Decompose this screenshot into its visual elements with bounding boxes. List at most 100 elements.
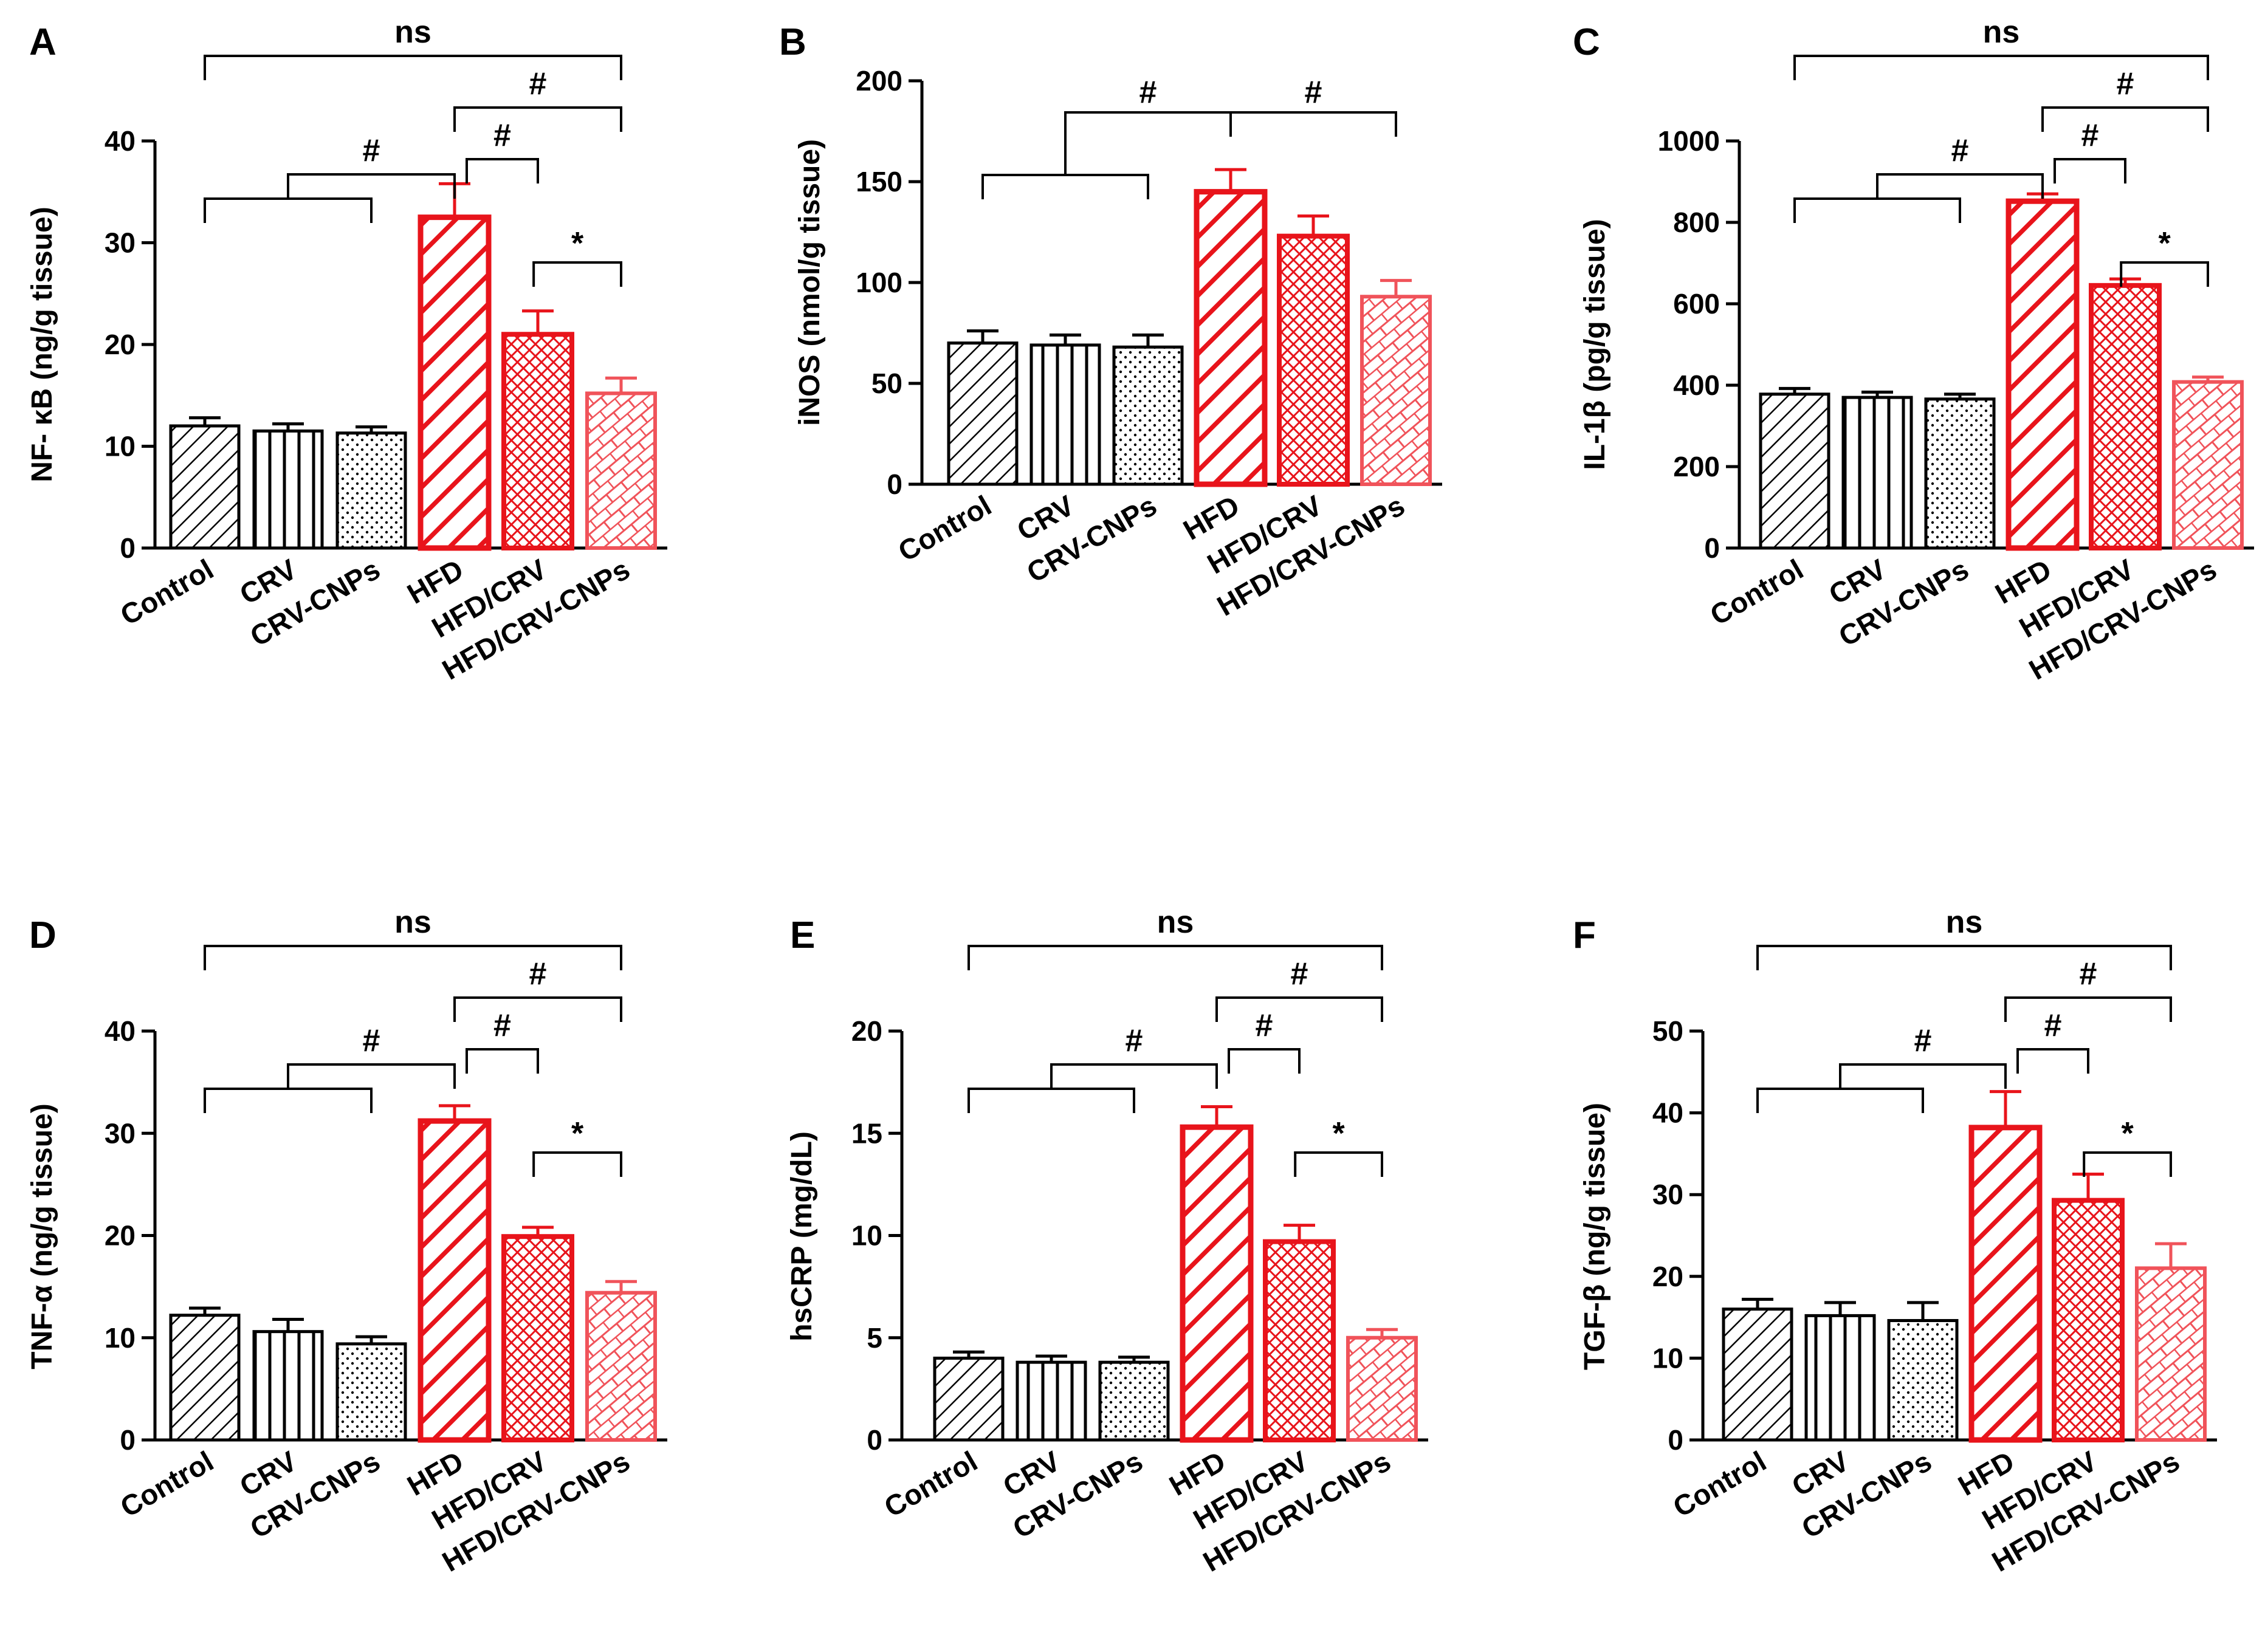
significance-b: # # [981, 75, 1397, 199]
y-tick-label: 30 [105, 227, 136, 259]
panel-c: C IL-1β (pg/g tissue) 02004006008001000 … [1573, 15, 2254, 686]
bar [1968, 1125, 2043, 1443]
significance-label: # [2080, 956, 2097, 992]
significance-bracket [287, 1063, 456, 1089]
y-tick-label: 0 [867, 1424, 882, 1456]
bar [2172, 380, 2244, 550]
significance-label: # [363, 1023, 380, 1058]
bar [1804, 1314, 1876, 1442]
bar [1180, 1124, 1254, 1443]
significance-label: ns [394, 905, 431, 940]
significance-bracket [466, 1048, 539, 1074]
significance-a: ns # # # * [204, 15, 622, 287]
panel-letter-b: B [779, 21, 806, 63]
y-ticks-c: 0 200 400 600 800 1000 [1658, 125, 2254, 564]
x-tick-label: Control [1668, 1445, 1772, 1523]
bar [2089, 283, 2162, 550]
bar [1887, 1318, 1959, 1442]
x-tick-label: Control [893, 489, 997, 567]
bar [1841, 396, 1913, 550]
significance-bracket [2016, 1048, 2089, 1074]
y-tick-label: 10 [1652, 1342, 1683, 1374]
significance-label: # [529, 956, 547, 992]
significance-bracket [2004, 996, 2172, 1022]
significance-bracket [1793, 55, 2209, 80]
bar [933, 1356, 1005, 1442]
significance-label: * [1332, 1116, 1345, 1151]
y-axis-label-c: IL-1β (pg/g tissue) [1579, 219, 1611, 470]
y-tick-label: 20 [105, 329, 136, 360]
y-tick-label: 50 [871, 368, 902, 399]
y-ticks-f: 0 10 20 30 40 50 [1652, 1015, 2217, 1456]
bar [1016, 1360, 1087, 1442]
significance-label: # [529, 66, 547, 101]
significance-bracket [1050, 1063, 1218, 1089]
significance-label: # [1256, 1008, 1273, 1043]
significance-label: # [493, 1008, 511, 1043]
bar [947, 341, 1019, 486]
bar [1277, 233, 1350, 487]
significance-label: ns [1983, 15, 2020, 50]
significance-d: ns # # # * [204, 905, 622, 1177]
significance-bracket [1229, 111, 1397, 137]
bar [252, 1330, 324, 1442]
x-tick-label: Control [115, 553, 219, 631]
significance-bracket [532, 261, 622, 287]
significance-bracket [968, 945, 1383, 970]
bars-a [169, 182, 657, 551]
significance-bracket [466, 158, 539, 183]
y-tick-label: 800 [1673, 207, 1720, 238]
y-axis-label-a: NF- κB (ng/g tissue) [26, 207, 58, 482]
significance-bracket [287, 173, 456, 199]
x-tick-label: Control [1705, 553, 1809, 631]
panel-e: E hsCRP (mg/dL) 0 5 10 15 20 ns # # # * Control C… [786, 905, 1428, 1578]
bar [1360, 295, 1432, 486]
bar [2052, 1198, 2125, 1442]
bars-e [933, 1105, 1418, 1443]
significance-bracket [1756, 1088, 1924, 1113]
y-tick-label: 40 [1652, 1097, 1683, 1129]
bar [169, 424, 241, 550]
panel-letter-f: F [1573, 914, 1596, 956]
significance-label: # [1139, 75, 1157, 110]
y-tick-label: 0 [1704, 532, 1720, 564]
bars-c [1759, 192, 2244, 551]
significance-bracket [2054, 158, 2126, 183]
significance-bracket [532, 1151, 622, 1177]
y-tick-label: 10 [851, 1220, 882, 1252]
significance-label: # [1305, 75, 1322, 110]
significance-bracket [1876, 173, 2044, 199]
significance-bracket [1839, 1063, 2007, 1089]
y-tick-label: 20 [1652, 1261, 1683, 1292]
y-axis-label-f: TGF-β (ng/g tissue) [1579, 1103, 1611, 1370]
bar [585, 391, 657, 550]
significance-label: ns [394, 15, 431, 50]
significance-label: # [1914, 1023, 1932, 1058]
y-axis-label-d: TNF-α (ng/g tissue) [26, 1103, 58, 1369]
significance-label: ns [1157, 905, 1194, 940]
y-tick-label: 150 [856, 166, 902, 197]
y-axis-label-b: iNOS (nmol/g tissue) [794, 139, 826, 426]
panel-d: D TNF-α (ng/g tissue) 0 10 20 30 40 ns # # # * C… [26, 905, 667, 1578]
significance-bracket [2120, 261, 2209, 287]
y-tick-label: 0 [120, 532, 136, 564]
panel-letter-e: E [790, 914, 815, 956]
bar [585, 1290, 657, 1442]
panel-letter-a: A [29, 21, 57, 63]
bar [169, 1314, 241, 1442]
significance-label: # [1951, 133, 1969, 168]
y-tick-label: 30 [105, 1117, 136, 1149]
significance-label: # [2044, 1008, 2062, 1043]
y-ticks-b: 0 50 100 150 200 [856, 65, 1442, 500]
bar [1194, 189, 1268, 487]
significance-bracket [1215, 996, 1383, 1022]
significance-f: ns # # # * [1756, 905, 2172, 1177]
y-tick-label: 0 [120, 1424, 136, 1456]
